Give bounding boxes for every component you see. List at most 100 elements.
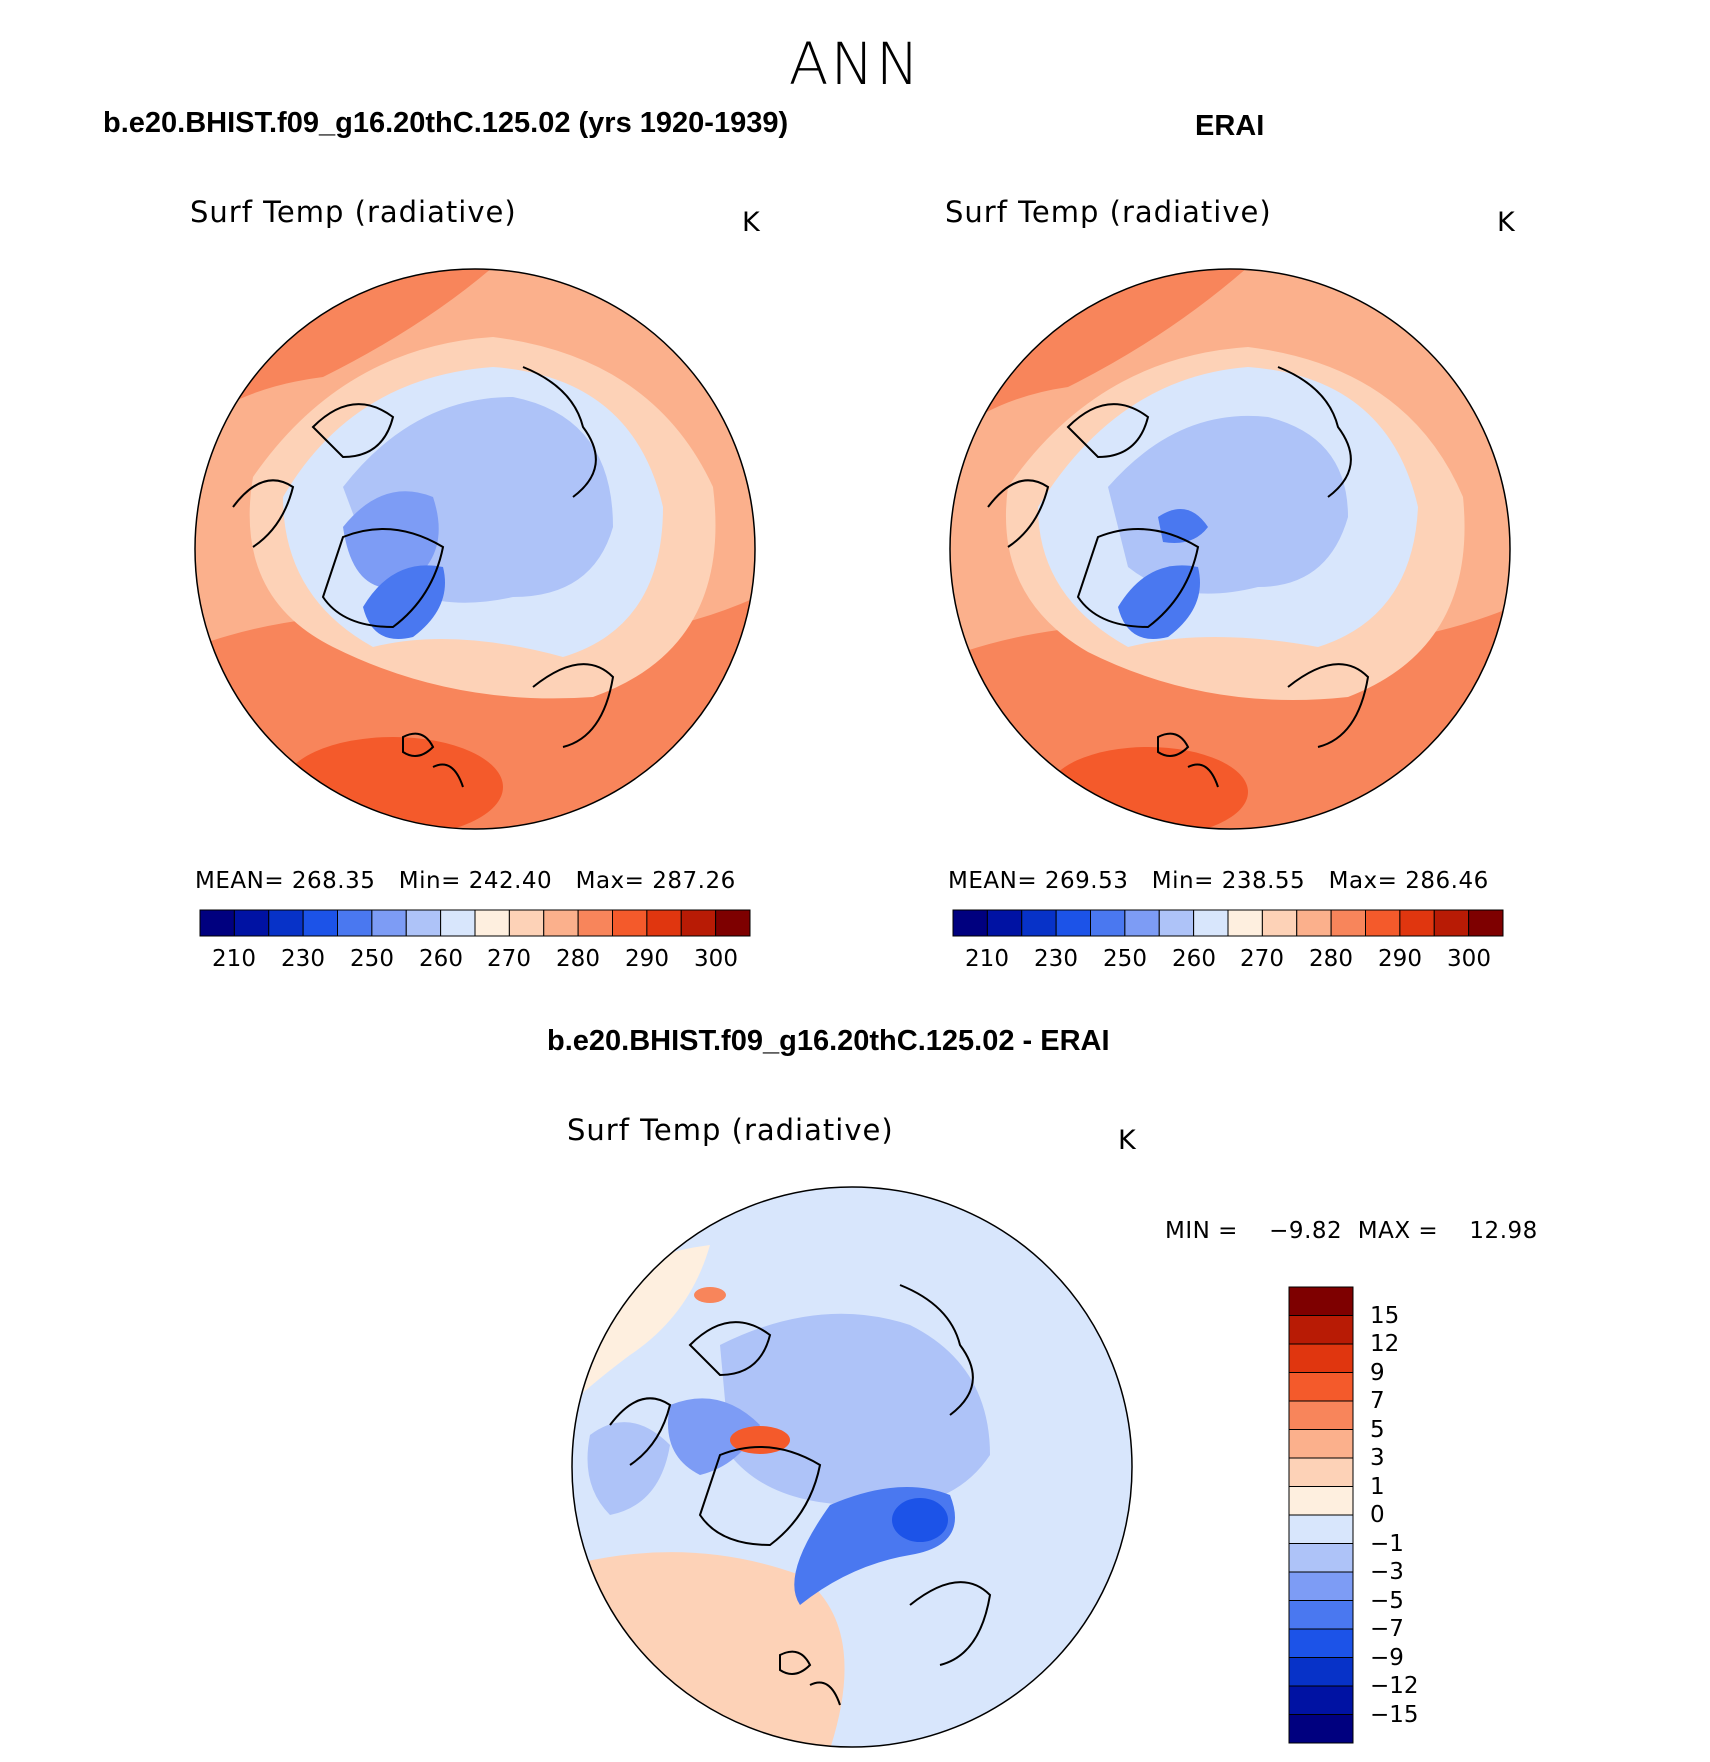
colorbar-swatch	[1288, 1400, 1354, 1430]
model-variable-title: Surf Temp (radiative)	[190, 195, 517, 229]
colorbar-tick: 300	[1447, 946, 1491, 972]
colorbar-tick: −15	[1370, 1701, 1419, 1728]
colorbar-tick: 1	[1370, 1473, 1385, 1500]
map-greenland-cold	[363, 565, 445, 639]
colorbar-swatch	[1227, 909, 1263, 937]
colorbar-swatch	[612, 909, 648, 937]
map-greenland-cold	[1118, 565, 1200, 639]
colorbar-swatch	[371, 909, 407, 937]
colorbar-swatch	[1288, 1657, 1354, 1687]
colorbar-swatch	[1288, 1429, 1354, 1459]
colorbar-swatch	[1261, 909, 1298, 937]
obs-colorbar	[952, 909, 1504, 937]
colorbar-swatch	[1468, 909, 1504, 937]
map-hot-spot	[1048, 747, 1248, 829]
map-coastline	[609, 1284, 992, 1706]
diff-units-label: K	[1118, 1125, 1136, 1156]
model-stats-line: MEAN= 268.35 Min= 242.40 Max= 287.26	[195, 868, 736, 894]
obs-polar-map	[949, 268, 1511, 830]
colorbar-swatch	[952, 909, 988, 937]
diff-colorbar	[1288, 1286, 1354, 1744]
model-colorbar	[199, 909, 751, 937]
colorbar-tick: −3	[1370, 1559, 1404, 1585]
colorbar-swatch	[405, 909, 442, 937]
colorbar-swatch	[337, 909, 373, 937]
map-hot-spot	[283, 737, 503, 829]
diff-colorbar-ticks: 15 12 9 7 5 3 1 0 −1 −3 −5 −7 −9 −12 −15	[1370, 1287, 1460, 1743]
colorbar-tick: −5	[1370, 1587, 1404, 1614]
colorbar-swatch	[1433, 909, 1470, 937]
colorbar-swatch	[715, 909, 751, 937]
colorbar-tick: 7	[1370, 1388, 1385, 1414]
colorbar-swatch	[543, 909, 579, 937]
map-warm-anomaly	[730, 1426, 790, 1454]
colorbar-swatch	[1365, 909, 1401, 937]
colorbar-swatch	[1288, 1343, 1354, 1373]
figure-title: ANN	[788, 30, 922, 98]
model-colorbar-ticks: 210 230 250 260 270 280 290 300	[200, 946, 750, 976]
colorbar-tick: 230	[1034, 946, 1078, 972]
colorbar-tick: 280	[1309, 946, 1353, 972]
colorbar-swatch	[1288, 1571, 1354, 1601]
obs-stats-line: MEAN= 269.53 Min= 238.55 Max= 286.46	[948, 868, 1489, 894]
colorbar-swatch	[1288, 1714, 1354, 1744]
map-warm-anomaly	[694, 1287, 726, 1303]
model-panel-heading: b.e20.BHIST.f09_g16.20thC.125.02 (yrs 19…	[103, 107, 789, 139]
colorbar-tick: 0	[1370, 1502, 1385, 1528]
colorbar-tick: 12	[1370, 1331, 1400, 1357]
colorbar-swatch	[508, 909, 545, 937]
colorbar-swatch	[1055, 909, 1091, 937]
colorbar-swatch	[1330, 909, 1366, 937]
obs-units-label: K	[1497, 207, 1515, 238]
colorbar-tick: 290	[625, 946, 669, 972]
colorbar-swatch	[302, 909, 338, 937]
colorbar-tick: 250	[350, 946, 394, 972]
colorbar-tick: 290	[1378, 946, 1422, 972]
colorbar-tick: 300	[694, 946, 738, 972]
colorbar-swatch	[199, 909, 235, 937]
colorbar-swatch	[1288, 1315, 1354, 1345]
diff-panel-heading: b.e20.BHIST.f09_g16.20thC.125.02 - ERAI	[547, 1025, 1110, 1057]
colorbar-tick: 260	[419, 946, 463, 972]
map-coastline	[987, 366, 1370, 788]
colorbar-swatch	[268, 909, 304, 937]
colorbar-tick: −9	[1370, 1644, 1404, 1671]
colorbar-swatch	[1288, 1543, 1354, 1573]
colorbar-tick: 260	[1172, 946, 1216, 972]
colorbar-swatch	[1288, 1514, 1354, 1544]
diff-stats-line: MIN = −9.82 MAX = 12.98	[1165, 1218, 1538, 1244]
colorbar-swatch	[233, 909, 270, 937]
colorbar-tick: 210	[212, 946, 256, 972]
colorbar-tick: 270	[487, 946, 531, 972]
colorbar-tick: −7	[1370, 1616, 1404, 1642]
colorbar-tick: 250	[1103, 946, 1147, 972]
obs-panel-heading: ERAI	[1195, 110, 1265, 142]
colorbar-tick: 15	[1370, 1302, 1400, 1329]
colorbar-swatch	[1021, 909, 1057, 937]
colorbar-swatch	[577, 909, 613, 937]
map-coldest-spot	[892, 1498, 948, 1542]
colorbar-swatch	[1288, 1486, 1354, 1516]
colorbar-swatch	[1288, 1685, 1354, 1715]
map-colder-zone	[343, 491, 439, 589]
colorbar-swatch	[1288, 1286, 1354, 1316]
map-coastline	[232, 366, 615, 788]
colorbar-swatch	[680, 909, 717, 937]
obs-colorbar-ticks: 210 230 250 260 270 280 290 300	[953, 946, 1503, 976]
colorbar-swatch	[1090, 909, 1126, 937]
colorbar-tick: −1	[1370, 1530, 1404, 1557]
colorbar-swatch	[1399, 909, 1435, 937]
colorbar-tick: 9	[1370, 1359, 1385, 1386]
model-polar-map	[194, 268, 756, 830]
colorbar-swatch	[1288, 1600, 1354, 1630]
colorbar-swatch	[1288, 1628, 1354, 1658]
colorbar-swatch	[1296, 909, 1332, 937]
colorbar-tick: 5	[1370, 1416, 1385, 1443]
colorbar-tick: 280	[556, 946, 600, 972]
colorbar-swatch	[1288, 1372, 1354, 1402]
map-cold-zone	[1108, 415, 1348, 594]
obs-variable-title: Surf Temp (radiative)	[945, 195, 1272, 229]
colorbar-swatch	[986, 909, 1023, 937]
map-cold-patch	[668, 1398, 760, 1475]
map-cool-arctic	[720, 1313, 990, 1507]
